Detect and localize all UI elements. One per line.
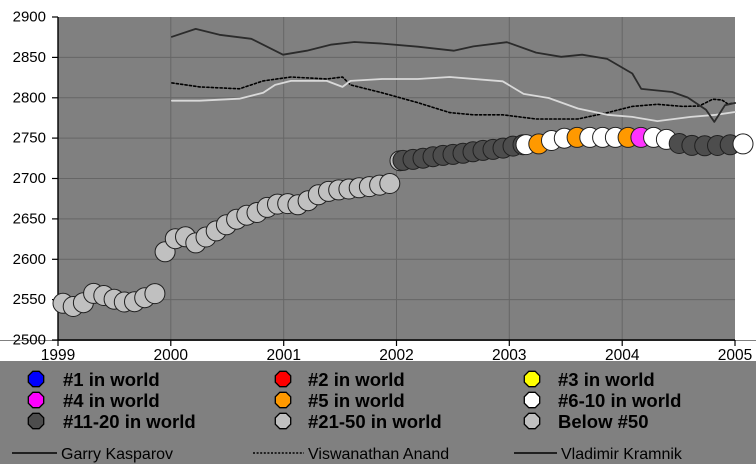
svg-text:#6-10 in world: #6-10 in world: [558, 390, 681, 411]
svg-text:2700: 2700: [13, 170, 46, 187]
svg-text:#1 in world: #1 in world: [63, 369, 160, 390]
svg-text:2850: 2850: [13, 49, 46, 66]
svg-text:#3 in world: #3 in world: [558, 369, 655, 390]
svg-text:2500: 2500: [13, 332, 46, 349]
svg-text:#4 in world: #4 in world: [63, 390, 160, 411]
svg-text:2650: 2650: [13, 210, 46, 227]
svg-text:2900: 2900: [13, 9, 46, 26]
svg-text:2750: 2750: [13, 130, 46, 147]
svg-text:2002: 2002: [379, 347, 413, 364]
svg-text:Vladimir Kramnik: Vladimir Kramnik: [561, 446, 683, 463]
svg-text:2800: 2800: [13, 89, 46, 106]
svg-text:Viswanathan Anand: Viswanathan Anand: [308, 446, 449, 463]
svg-text:2003: 2003: [492, 347, 526, 364]
svg-text:#21-50 in world: #21-50 in world: [308, 411, 442, 432]
svg-text:2004: 2004: [605, 347, 640, 364]
svg-text:Below #50: Below #50: [558, 411, 649, 432]
svg-text:1999: 1999: [41, 347, 75, 364]
svg-text:2001: 2001: [266, 347, 300, 364]
svg-text:2550: 2550: [13, 291, 46, 308]
svg-text:#2 in world: #2 in world: [308, 369, 405, 390]
svg-text:2005: 2005: [718, 347, 752, 364]
svg-text:#11-20 in world: #11-20 in world: [63, 411, 196, 432]
svg-text:2000: 2000: [154, 347, 189, 364]
svg-text:Garry Kasparov: Garry Kasparov: [61, 446, 173, 463]
svg-text:#5 in world: #5 in world: [308, 390, 405, 411]
svg-text:2600: 2600: [13, 251, 46, 268]
